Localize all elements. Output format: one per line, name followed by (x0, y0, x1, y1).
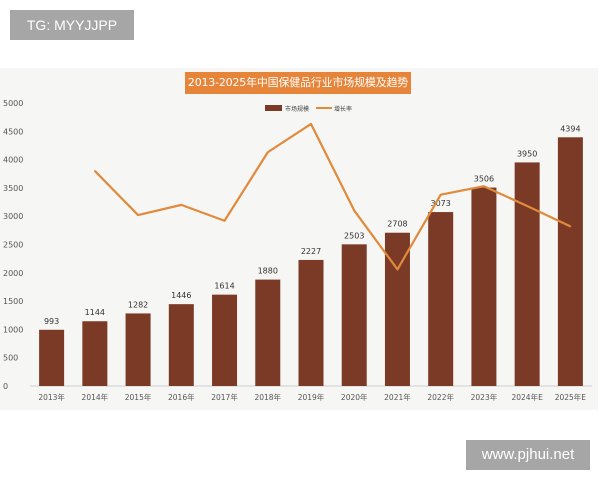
y-tick-label: 4000 (3, 156, 23, 165)
legend-label-bar: 市场规模 (285, 105, 309, 113)
y-tick-label: 0 (3, 382, 8, 391)
y-tick-label: 3000 (3, 212, 23, 221)
bar (298, 259, 324, 386)
bar-value-label: 1144 (85, 308, 105, 317)
line-point (137, 214, 139, 216)
bar (125, 313, 151, 386)
y-tick-label: 1500 (3, 297, 23, 306)
bar (212, 294, 238, 386)
bar (428, 212, 454, 386)
x-tick-label: 2019年 (298, 392, 325, 402)
line-point (353, 209, 356, 212)
y-axis-ticks: 0 500 1000 1500 2000 2500 3000 3500 4000 4500 5000 (3, 99, 23, 391)
y-tick-label: 500 (3, 354, 18, 363)
x-tick-label: 2023年 (471, 392, 498, 402)
x-tick-label: 2018年 (254, 392, 281, 402)
bar (168, 304, 194, 386)
x-tick-label: 2016年 (168, 392, 195, 402)
line-point (569, 225, 572, 228)
bar-value-label: 1446 (171, 291, 191, 300)
y-tick-label: 5000 (3, 99, 23, 108)
bars (39, 137, 583, 386)
bar (341, 244, 367, 386)
growth-line (94, 122, 571, 271)
x-tick-label: 2024年E (511, 392, 543, 402)
x-axis-labels: 2013年 2014年 2015年 2016年 2017年 2018年 2019年 2020年… (38, 392, 586, 402)
bar-value-label: 2227 (301, 247, 321, 256)
bar-value-label: 1614 (214, 282, 234, 291)
bar-value-label: 993 (44, 317, 59, 326)
bar-value-label: 2708 (387, 220, 407, 229)
watermark-bottom: www.pjhui.net (466, 440, 590, 470)
watermark-top: TG: MYYJJPP (10, 10, 134, 40)
legend: 市场规模 增长率 (265, 105, 352, 113)
x-tick-label: 2014年 (82, 392, 109, 402)
line-point (223, 219, 226, 222)
bar (82, 321, 108, 386)
x-tick-label: 2025年E (555, 392, 587, 402)
x-tick-label: 2021年 (384, 392, 411, 402)
bar-value-label: 3506 (474, 175, 494, 184)
x-tick-label: 2022年 (427, 392, 454, 402)
bar-value-label: 1880 (258, 267, 278, 276)
bar-value-label: 3073 (431, 199, 451, 208)
bar (471, 187, 497, 386)
y-tick-label: 1000 (3, 325, 23, 334)
line-point (396, 268, 399, 271)
line-point (439, 193, 442, 196)
bar-value-label: 2503 (344, 231, 364, 240)
line-point (526, 205, 528, 207)
y-tick-label: 3500 (3, 184, 23, 193)
bar-labels: 993 1144 1282 1446 1614 1880 2227 2503 2708 3073 3… (44, 124, 581, 325)
y-tick-label: 2500 (3, 241, 23, 250)
line-point (180, 204, 183, 206)
line-point (310, 123, 312, 125)
y-tick-label: 2000 (3, 269, 23, 278)
line-point (266, 151, 269, 154)
bar (557, 137, 583, 386)
x-tick-label: 2013年 (38, 392, 65, 402)
x-tick-label: 2015年 (125, 392, 152, 402)
x-tick-label: 2020年 (341, 392, 368, 402)
line-series (94, 122, 572, 271)
bar (514, 162, 540, 386)
legend-label-line: 增长率 (334, 105, 352, 113)
bar (39, 329, 65, 386)
x-tick-label: 2017年 (211, 392, 238, 402)
legend-swatch-bar (265, 105, 282, 111)
bar-value-label: 4394 (560, 124, 580, 133)
line-point (483, 185, 485, 188)
bar-value-label: 1282 (128, 300, 148, 309)
y-tick-label: 4500 (3, 127, 23, 136)
line-point (94, 170, 96, 172)
chart-title: 2013-2025年中国保健品行业市场规模及趋势 (185, 72, 411, 94)
bar (255, 279, 281, 386)
bar-value-label: 3950 (517, 149, 537, 158)
